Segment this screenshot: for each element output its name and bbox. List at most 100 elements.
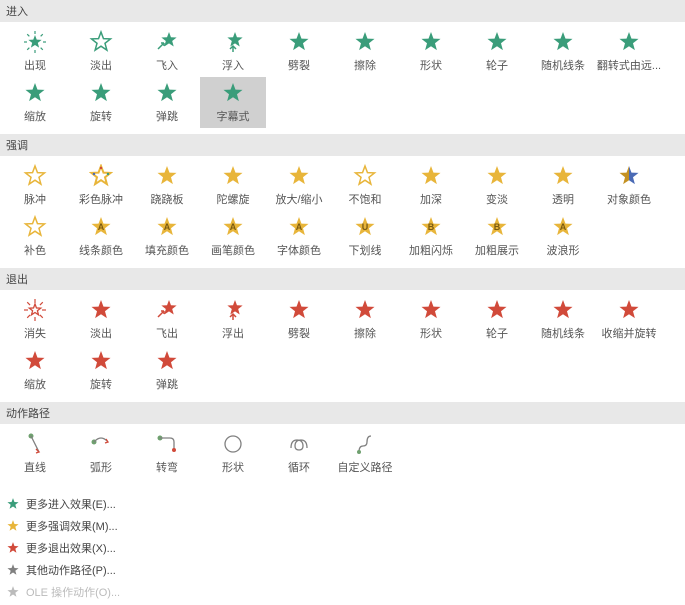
star-bounce-icon: [155, 81, 179, 105]
animation-item[interactable]: 循环: [266, 428, 332, 479]
animation-item[interactable]: B加粗闪烁: [398, 211, 464, 262]
animation-item-label: 弹跳: [134, 376, 200, 392]
star-wipe-icon: [353, 298, 377, 322]
animation-item[interactable]: A线条颜色: [68, 211, 134, 262]
exit-section-header: 退出: [0, 268, 685, 290]
animation-item[interactable]: 旋转: [68, 345, 134, 396]
entrance-grid: 出现淡出飞入浮入劈裂擦除形状轮子随机线条翻转式由远... 缩放旋转弹跳字幕式: [0, 22, 685, 134]
animation-item-label: 加粗闪烁: [398, 242, 464, 258]
animation-item[interactable]: 弧形: [68, 428, 134, 479]
animation-item[interactable]: B加粗展示: [464, 211, 530, 262]
animation-item-label: 加深: [398, 191, 464, 207]
star-random-icon: [551, 298, 575, 322]
animation-item[interactable]: 弹跳: [134, 345, 200, 396]
star-a-icon: A: [551, 215, 575, 239]
animation-item-label: 随机线条: [530, 57, 596, 73]
animation-item[interactable]: 自定义路径: [332, 428, 398, 479]
animation-item[interactable]: 浮入: [200, 26, 266, 77]
star-multi-icon: [89, 164, 113, 188]
animation-item[interactable]: 消失: [2, 294, 68, 345]
star-burst-icon: [23, 30, 47, 54]
animation-item-label: 轮子: [464, 325, 530, 341]
animation-item[interactable]: 形状: [398, 294, 464, 345]
path-loop-icon: [287, 432, 311, 456]
star-burst-out-icon: [23, 298, 47, 322]
animation-item[interactable]: 出现: [2, 26, 68, 77]
star-solid-icon: [221, 81, 245, 105]
star-zoom-icon: [23, 81, 47, 105]
footer-item[interactable]: 更多进入效果(E)...: [0, 493, 685, 515]
animation-item[interactable]: 形状: [200, 428, 266, 479]
animation-item[interactable]: 擦除: [332, 294, 398, 345]
footer-item[interactable]: 其他动作路径(P)...: [0, 559, 685, 581]
footer-item-label: OLE 操作动作(O)...: [26, 584, 120, 600]
animation-item[interactable]: 放大/缩小: [266, 160, 332, 211]
star-random-icon: [551, 30, 575, 54]
animation-item-label: 出现: [2, 57, 68, 73]
animation-item[interactable]: 直线: [2, 428, 68, 479]
animation-item-label: 淡出: [68, 325, 134, 341]
animation-item[interactable]: 飞出: [134, 294, 200, 345]
animation-item[interactable]: 加深: [398, 160, 464, 211]
animation-item[interactable]: 透明: [530, 160, 596, 211]
animation-item[interactable]: 缩放: [2, 345, 68, 396]
animation-item[interactable]: 陀螺旋: [200, 160, 266, 211]
footer-item[interactable]: 更多强调效果(M)...: [0, 515, 685, 537]
exit-grid: 消失淡出飞出浮出劈裂擦除形状轮子随机线条收缩并旋转缩放旋转弹跳: [0, 290, 685, 402]
animation-item[interactable]: 脉冲: [2, 160, 68, 211]
animation-item[interactable]: A填充颜色: [134, 211, 200, 262]
animation-item[interactable]: 形状: [398, 26, 464, 77]
animation-item[interactable]: 补色: [2, 211, 68, 262]
animation-item[interactable]: 淡出: [68, 294, 134, 345]
animation-item-label: 飞入: [134, 57, 200, 73]
star-icon: [6, 519, 20, 533]
animation-item[interactable]: A字体颜色: [266, 211, 332, 262]
animation-item[interactable]: 旋转: [68, 77, 134, 128]
animation-item[interactable]: 缩放: [2, 77, 68, 128]
animation-item[interactable]: 彩色脉冲: [68, 160, 134, 211]
animation-item[interactable]: A波浪形: [530, 211, 596, 262]
animation-item[interactable]: 轮子: [464, 26, 530, 77]
svg-text:U: U: [362, 222, 369, 232]
animation-item[interactable]: 劈裂: [266, 26, 332, 77]
animation-item[interactable]: 淡出: [68, 26, 134, 77]
star-duo-icon: [617, 164, 641, 188]
star-icon: [6, 497, 20, 511]
animation-item[interactable]: 变淡: [464, 160, 530, 211]
svg-text:A: A: [296, 222, 303, 232]
animation-item[interactable]: 跷跷板: [134, 160, 200, 211]
animation-item[interactable]: 不饱和: [332, 160, 398, 211]
svg-text:A: A: [164, 222, 171, 232]
animation-item[interactable]: U下划线: [332, 211, 398, 262]
animation-item[interactable]: 弹跳: [134, 77, 200, 128]
animation-item-label: 淡出: [68, 57, 134, 73]
animation-item[interactable]: 随机线条: [530, 26, 596, 77]
animation-item-label: 形状: [398, 325, 464, 341]
animation-item[interactable]: 翻转式由远...: [596, 26, 662, 77]
animation-item-label: 放大/缩小: [266, 191, 332, 207]
animation-item[interactable]: 擦除: [332, 26, 398, 77]
animation-item[interactable]: 浮出: [200, 294, 266, 345]
animation-item-label: 跷跷板: [134, 191, 200, 207]
star-spin-icon: [221, 164, 245, 188]
animation-item[interactable]: 收缩并旋转: [596, 294, 662, 345]
animation-item-label: 旋转: [68, 108, 134, 124]
footer-item-label: 其他动作路径(P)...: [26, 562, 116, 578]
star-float-icon: [221, 298, 245, 322]
animation-item[interactable]: 劈裂: [266, 294, 332, 345]
animation-item-label: 循环: [266, 459, 332, 475]
animation-item-label: 劈裂: [266, 57, 332, 73]
footer-item[interactable]: 更多退出效果(X)...: [0, 537, 685, 559]
emphasis-section-header: 强调: [0, 134, 685, 156]
star-trans-icon: [551, 164, 575, 188]
svg-text:B: B: [494, 222, 501, 232]
animation-item[interactable]: 轮子: [464, 294, 530, 345]
animation-item[interactable]: 对象颜色: [596, 160, 662, 211]
animation-item[interactable]: 随机线条: [530, 294, 596, 345]
animation-item[interactable]: A画笔颜色: [200, 211, 266, 262]
animation-item-label: 收缩并旋转: [596, 325, 662, 341]
animation-item[interactable]: 转弯: [134, 428, 200, 479]
animation-item[interactable]: 飞入: [134, 26, 200, 77]
animation-item[interactable]: 字幕式: [200, 77, 266, 128]
star-icon: [6, 585, 20, 599]
